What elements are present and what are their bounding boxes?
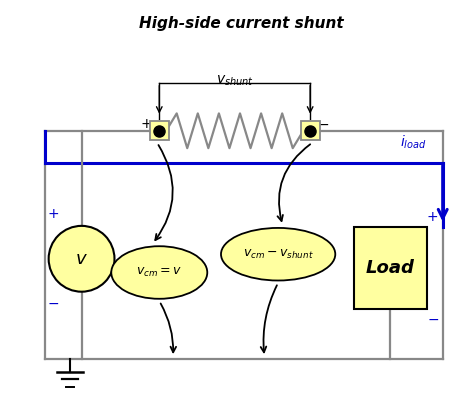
FancyBboxPatch shape (301, 121, 320, 141)
Text: $-$: $-$ (427, 312, 439, 326)
Text: $v_{cm}=v$: $v_{cm}=v$ (137, 266, 182, 279)
Circle shape (49, 226, 115, 292)
FancyBboxPatch shape (150, 121, 169, 141)
Text: +: + (47, 207, 59, 221)
Text: +: + (427, 210, 438, 224)
Text: $v_{shunt}$: $v_{shunt}$ (216, 73, 254, 88)
Ellipse shape (111, 246, 207, 299)
Text: Load: Load (366, 259, 415, 277)
Text: $-$: $-$ (47, 296, 59, 310)
Text: $i_{load}$: $i_{load}$ (400, 133, 426, 151)
FancyBboxPatch shape (354, 227, 427, 309)
Text: $v$: $v$ (75, 250, 88, 268)
Text: $-$: $-$ (317, 117, 329, 131)
Ellipse shape (221, 228, 335, 281)
Text: High-side current shunt: High-side current shunt (139, 16, 344, 31)
Text: $v_{cm}-v_{shunt}$: $v_{cm}-v_{shunt}$ (243, 248, 313, 261)
Text: +: + (141, 117, 152, 131)
